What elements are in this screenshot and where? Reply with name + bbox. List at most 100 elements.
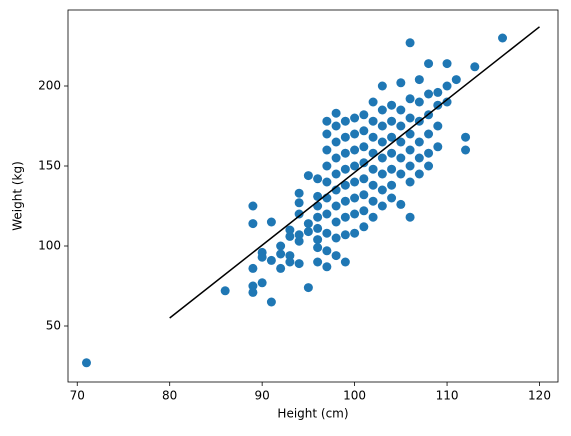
- point: [331, 108, 341, 118]
- point: [257, 252, 267, 262]
- point: [220, 286, 230, 296]
- point: [331, 251, 341, 261]
- plot-frame: [67, 9, 559, 383]
- point: [368, 212, 378, 222]
- point: [303, 219, 313, 229]
- point: [396, 169, 406, 179]
- point: [313, 235, 323, 245]
- point: [368, 148, 378, 158]
- point: [285, 257, 295, 267]
- point: [377, 185, 387, 195]
- point: [424, 59, 434, 69]
- point: [461, 132, 471, 142]
- point: [368, 180, 378, 190]
- point: [248, 263, 258, 273]
- point: [424, 129, 434, 139]
- y-axis-label: Weight (kg): [11, 161, 25, 231]
- x-tick-label: 80: [162, 389, 177, 403]
- point: [359, 174, 369, 184]
- point: [424, 161, 434, 171]
- point: [414, 75, 424, 85]
- point: [350, 161, 360, 171]
- point: [294, 236, 304, 246]
- point: [396, 153, 406, 163]
- point: [359, 126, 369, 136]
- point: [461, 145, 471, 155]
- point: [322, 209, 332, 219]
- point: [248, 201, 258, 211]
- point: [294, 259, 304, 269]
- point: [359, 110, 369, 120]
- point: [387, 180, 397, 190]
- point: [424, 89, 434, 99]
- point: [377, 169, 387, 179]
- point: [387, 148, 397, 158]
- point: [266, 297, 276, 307]
- point: [368, 97, 378, 107]
- point: [424, 148, 434, 158]
- point: [322, 116, 332, 126]
- point: [377, 137, 387, 147]
- point: [387, 164, 397, 174]
- point: [294, 188, 304, 198]
- point: [470, 62, 480, 72]
- point: [368, 116, 378, 126]
- point: [414, 153, 424, 163]
- point: [359, 142, 369, 152]
- point: [285, 225, 295, 235]
- point: [498, 33, 508, 43]
- point: [414, 169, 424, 179]
- point: [285, 231, 295, 241]
- point: [350, 193, 360, 203]
- point: [368, 196, 378, 206]
- point: [340, 230, 350, 240]
- point: [331, 201, 341, 211]
- point: [322, 161, 332, 171]
- point: [396, 199, 406, 209]
- point: [377, 201, 387, 211]
- point: [359, 206, 369, 216]
- point: [396, 78, 406, 88]
- point: [350, 228, 360, 238]
- point: [350, 145, 360, 155]
- point: [451, 75, 461, 85]
- point: [442, 59, 452, 69]
- point: [433, 87, 443, 97]
- y-tick-label: 100: [38, 239, 61, 253]
- point: [387, 116, 397, 126]
- point: [387, 132, 397, 142]
- point: [322, 177, 332, 187]
- point: [331, 185, 341, 195]
- point: [248, 287, 258, 297]
- point: [313, 243, 323, 253]
- point: [340, 212, 350, 222]
- point: [313, 257, 323, 267]
- point: [266, 217, 276, 227]
- point: [340, 116, 350, 126]
- point: [405, 38, 415, 48]
- point: [405, 161, 415, 171]
- point: [248, 219, 258, 229]
- point: [340, 257, 350, 267]
- point: [405, 113, 415, 123]
- point: [405, 177, 415, 187]
- point: [414, 97, 424, 107]
- point: [331, 217, 341, 227]
- point: [276, 249, 286, 259]
- point: [313, 212, 323, 222]
- point: [322, 228, 332, 238]
- point: [340, 196, 350, 206]
- point: [331, 233, 341, 243]
- point: [359, 158, 369, 168]
- point: [294, 209, 304, 219]
- point: [396, 105, 406, 115]
- point: [313, 174, 323, 184]
- point: [350, 209, 360, 219]
- point: [405, 212, 415, 222]
- point: [377, 153, 387, 163]
- point: [377, 105, 387, 115]
- point: [350, 113, 360, 123]
- point: [276, 241, 286, 251]
- point: [313, 191, 323, 201]
- point: [350, 129, 360, 139]
